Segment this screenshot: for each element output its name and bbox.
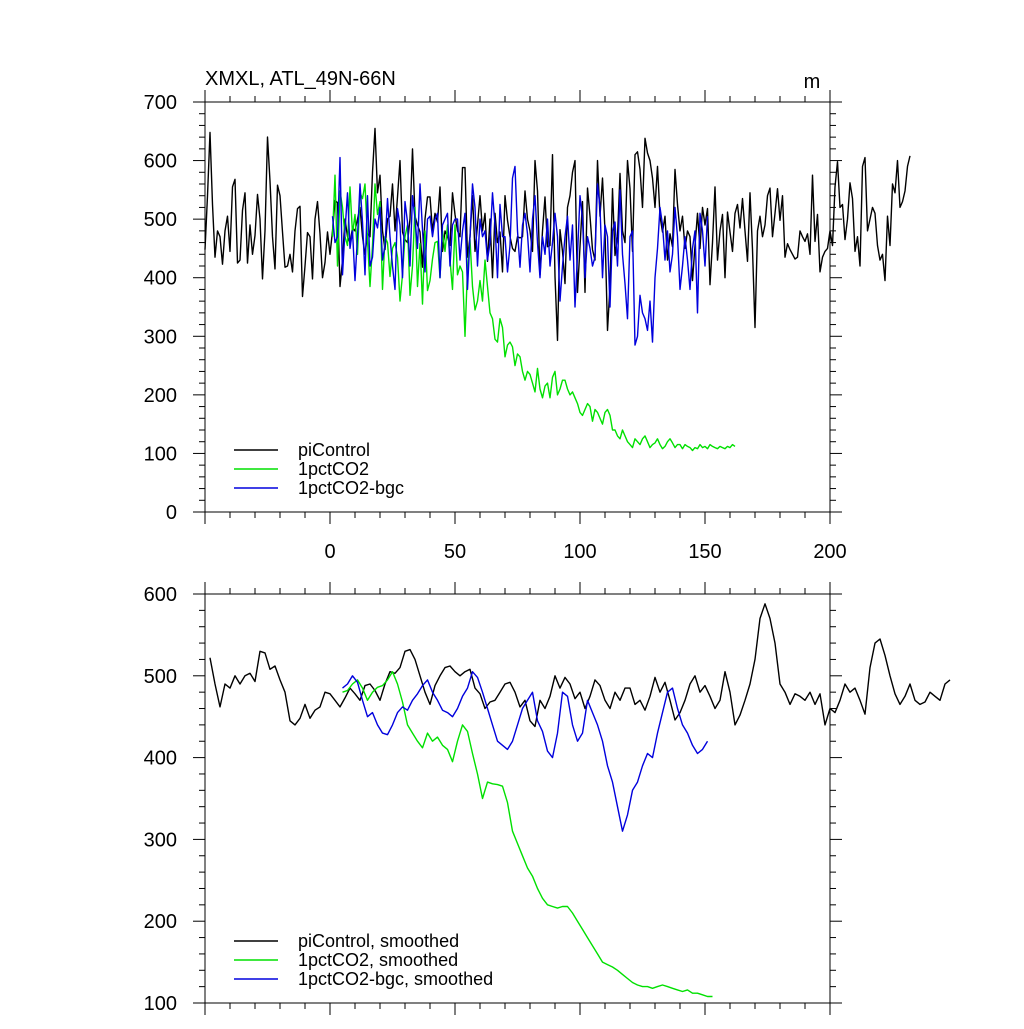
- y-tick-label: 100: [144, 443, 177, 465]
- series-line-1pctco2-smoothed: [342, 671, 713, 998]
- y-tick-label: 500: [144, 209, 177, 231]
- y-tick-label: 100: [144, 993, 177, 1015]
- y-tick-label: 200: [144, 911, 177, 933]
- y-tick-label: 600: [144, 151, 177, 173]
- series-line-1pctco2-bgc: [331, 156, 709, 346]
- legend-label: 1pctCO2-bgc: [298, 478, 404, 498]
- x-tick-label: 50: [444, 541, 466, 563]
- chart-title: XMXL, ATL_49N-66N: [205, 68, 396, 90]
- x-tick-label: 100: [563, 541, 596, 563]
- legend-label: piControl, smoothed: [298, 931, 459, 951]
- y-tick-label: 400: [144, 268, 177, 290]
- units-label: m: [804, 71, 821, 93]
- series-line-picontrol-smoothed: [209, 603, 951, 728]
- top-panel: XMXL, ATL_49N-66N m 0 50 100 150 200 0 100 200 3…: [144, 68, 911, 563]
- x-tick-label: 150: [688, 541, 721, 563]
- y-tick-label: 0: [166, 502, 177, 524]
- y-tick-label: 500: [144, 666, 177, 688]
- series-line-1pctco2-bgc-smoothed: [342, 671, 709, 832]
- y-tick-label: 300: [144, 326, 177, 348]
- plot-frame: [204, 101, 831, 513]
- y-tick-label: 300: [144, 829, 177, 851]
- plot-frame: [204, 593, 831, 1004]
- x-tick-label: 0: [324, 541, 335, 563]
- y-tick-label: 600: [144, 584, 177, 606]
- legend-label: 1pctCO2, smoothed: [298, 950, 458, 970]
- x-tick-label: 200: [813, 541, 846, 563]
- legend-label: 1pctCO2: [298, 459, 369, 479]
- y-tick-label: 400: [144, 748, 177, 770]
- series-line-1pctco2: [331, 174, 736, 452]
- y-tick-label: 200: [144, 385, 177, 407]
- legend-label: 1pctCO2-bgc, smoothed: [298, 969, 493, 989]
- legend-label: piControl: [298, 440, 370, 460]
- y-tick-label: 700: [144, 92, 177, 114]
- series-line-picontrol: [204, 127, 911, 342]
